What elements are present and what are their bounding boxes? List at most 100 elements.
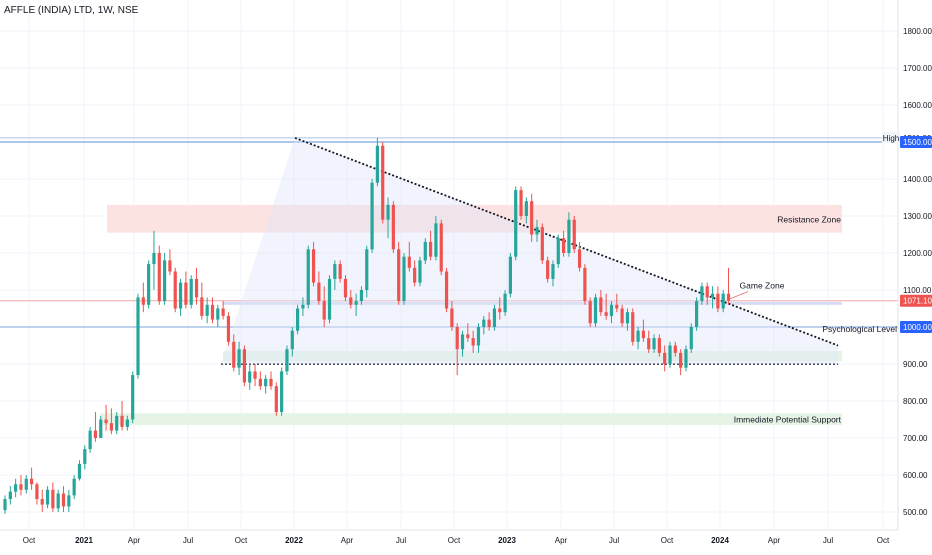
candle-body — [695, 301, 699, 327]
candle — [109, 408, 113, 435]
candle-body — [546, 260, 550, 279]
candle — [381, 142, 385, 224]
candle-body — [184, 282, 188, 305]
candle — [210, 297, 215, 324]
candle-body — [152, 253, 156, 265]
candle-body — [593, 297, 598, 324]
candle — [306, 245, 310, 309]
candle-body — [625, 312, 630, 324]
candle-body — [290, 330, 294, 350]
candle-body — [88, 430, 92, 450]
time-tick-label: Apr — [128, 536, 141, 545]
candle-body — [40, 499, 44, 505]
candle — [168, 249, 172, 276]
candle — [205, 297, 209, 324]
high-tag-bg — [882, 131, 900, 143]
candle — [407, 241, 411, 272]
time-axis[interactable]: Oct 2021 Apr Jul Oct 2022 Apr Jul Oct 2023 Apr Jul O… — [0, 529, 898, 545]
candle-body — [317, 282, 321, 302]
candle-body — [487, 319, 491, 327]
candle-body — [306, 249, 310, 305]
candle-body — [418, 260, 422, 283]
candle — [679, 349, 683, 376]
candle-body — [652, 338, 656, 350]
price-axis[interactable]: 500.00 600.00 700.00 800.00 900.00 1000.00 110… — [882, 0, 932, 530]
candle — [349, 290, 353, 309]
candle-body — [109, 423, 113, 431]
price-tick-label: 600.00 — [903, 471, 928, 480]
time-tick-label: Jul — [609, 536, 619, 545]
candle — [482, 315, 486, 335]
candle-body — [434, 223, 438, 257]
candle — [8, 486, 12, 505]
candle — [530, 193, 534, 242]
candle-body — [535, 227, 539, 235]
candle-body — [524, 201, 528, 216]
candle — [285, 345, 289, 376]
time-tick-label: Jul — [396, 536, 406, 545]
price-tick-label: 500.00 — [903, 508, 928, 517]
candle-body — [572, 219, 576, 250]
candle-body — [99, 419, 103, 438]
candle — [508, 253, 512, 298]
candle — [503, 290, 507, 316]
candle — [429, 230, 433, 261]
candle-body — [83, 449, 87, 464]
candle-body — [381, 145, 385, 220]
candle — [636, 327, 640, 350]
candle — [359, 286, 364, 305]
candle-body — [615, 304, 619, 309]
candle-body — [397, 249, 401, 302]
candle-body — [333, 264, 337, 279]
candle-body — [663, 352, 667, 364]
candle-body — [189, 278, 193, 305]
triangle-pattern — [221, 137, 839, 364]
candle — [258, 371, 262, 390]
candle-body — [3, 499, 7, 511]
candle-body — [93, 430, 98, 438]
candle-body — [668, 345, 672, 364]
time-tick-label: Jul — [183, 536, 193, 545]
candle — [471, 330, 475, 353]
candle-body — [216, 308, 220, 320]
candle-body — [253, 371, 257, 379]
candle — [663, 345, 667, 372]
candle — [125, 415, 129, 431]
candle-body — [269, 378, 273, 387]
candle-body — [439, 223, 443, 272]
candle-body — [56, 493, 60, 509]
candle — [620, 304, 624, 327]
candle-body — [721, 293, 725, 309]
candle — [402, 253, 406, 305]
candles[interactable] — [3, 137, 731, 514]
candle — [423, 238, 427, 265]
candle — [684, 345, 688, 372]
candle-body — [141, 297, 145, 305]
candle-body — [51, 489, 55, 509]
candle — [609, 301, 614, 324]
candle — [599, 290, 603, 316]
candle — [248, 364, 252, 390]
candle-body — [147, 264, 151, 305]
time-tick-label: 2023 — [498, 536, 516, 545]
candle — [577, 241, 582, 272]
candle-body — [258, 378, 262, 387]
candle — [30, 467, 34, 490]
candle — [280, 367, 284, 416]
candle — [184, 271, 188, 309]
time-tick-label: 2024 — [711, 536, 729, 545]
time-tick-label: Oct — [877, 536, 890, 545]
price-tick-label: 1600.00 — [903, 101, 932, 110]
candle-body — [599, 297, 603, 313]
candle-body — [647, 338, 651, 350]
candle-body — [636, 330, 640, 342]
level-price-badge — [900, 321, 932, 333]
last-price-badge — [900, 294, 932, 307]
candle-body — [423, 241, 427, 261]
candle — [652, 334, 656, 353]
candle-body — [588, 301, 592, 324]
candle-body — [673, 345, 677, 353]
candle-body — [460, 334, 465, 350]
